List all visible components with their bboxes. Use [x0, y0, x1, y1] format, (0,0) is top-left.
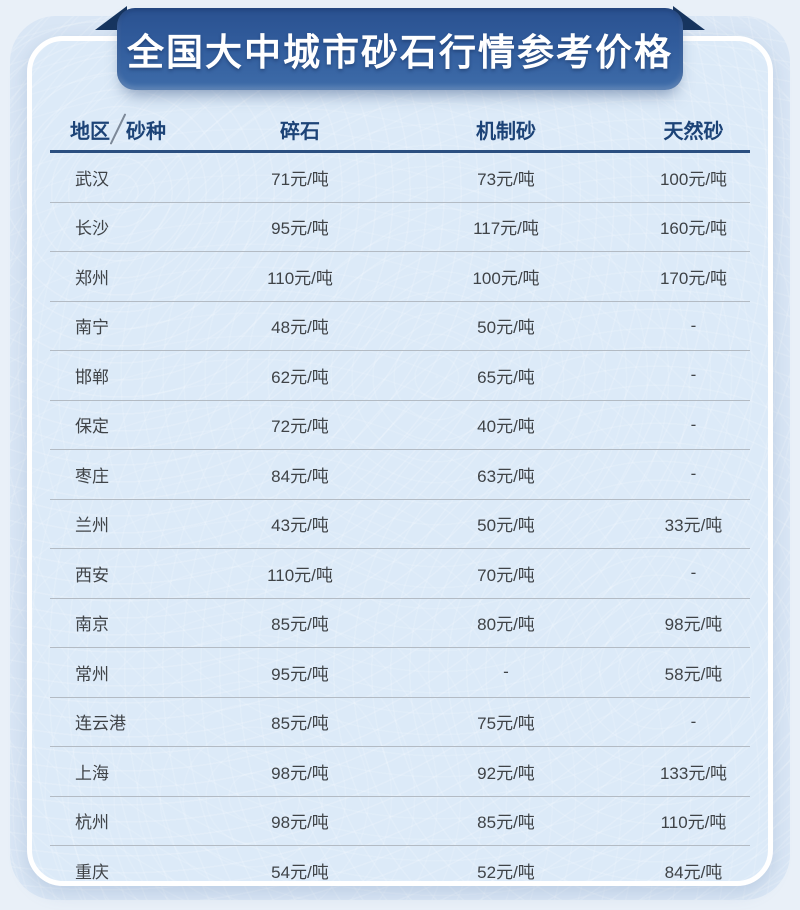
table-row: 西安 110元/吨 70元/吨 - — [50, 549, 750, 599]
crushed-stone-price-cell: 95元/吨 — [271, 219, 329, 239]
crushed-stone-price-cell: 110元/吨 — [267, 268, 333, 288]
natural-sand-price-cell: - — [690, 365, 697, 385]
machine-made-sand-price-cell: 73元/吨 — [477, 169, 535, 189]
table-row: 武汉 71元/吨 73元/吨 100元/吨 — [50, 153, 750, 203]
crushed-stone-price-cell: 54元/吨 — [271, 862, 329, 882]
machine-made-sand-price-cell: 117元/吨 — [473, 219, 539, 239]
diagonal-divider — [109, 113, 127, 145]
table-body: 武汉 71元/吨 73元/吨 100元/吨 长沙 95元/吨 117元/吨 16… — [50, 153, 750, 895]
machine-made-sand-price-cell: 100元/吨 — [472, 268, 540, 288]
natural-sand-price-cell: - — [690, 414, 697, 434]
machine-made-sand-price-cell: 50元/吨 — [477, 318, 535, 338]
table-row: 连云港 85元/吨 75元/吨 - — [50, 698, 750, 747]
crushed-stone-price-cell: 95元/吨 — [271, 664, 329, 684]
natural-sand-price-cell: 33元/吨 — [664, 516, 723, 536]
city-cell: 南宁 — [75, 318, 109, 338]
table-row: 邯郸 62元/吨 65元/吨 - — [50, 351, 750, 401]
header-rule — [50, 150, 750, 153]
machine-made-sand-price-cell: 75元/吨 — [477, 714, 535, 734]
city-cell: 重庆 — [75, 862, 109, 882]
city-cell: 郑州 — [75, 268, 109, 288]
crushed-stone-price-cell: 62元/吨 — [271, 367, 329, 387]
machine-made-sand-price-cell: - — [503, 662, 509, 682]
machine-made-sand-price-cell: 92元/吨 — [477, 763, 535, 783]
table-row: 常州 95元/吨 - 58元/吨 — [50, 648, 750, 698]
machine-made-sand-price-cell: 63元/吨 — [477, 466, 535, 486]
city-cell: 上海 — [75, 763, 109, 783]
natural-sand-price-cell: 84元/吨 — [664, 862, 723, 882]
crushed-stone-price-cell: 85元/吨 — [271, 714, 329, 734]
natural-sand-price-cell: 58元/吨 — [664, 664, 723, 684]
crushed-stone-price-cell: 84元/吨 — [271, 466, 329, 486]
column-header-natural-sand: 天然砂 — [663, 120, 724, 143]
machine-made-sand-price-cell: 70元/吨 — [477, 565, 535, 585]
sand-type-axis-label: 砂种 — [126, 120, 166, 143]
table-row: 长沙 95元/吨 117元/吨 160元/吨 — [50, 203, 750, 252]
table-row: 保定 72元/吨 40元/吨 - — [50, 401, 750, 450]
machine-made-sand-price-cell: 65元/吨 — [477, 367, 535, 387]
city-cell: 保定 — [75, 417, 109, 437]
city-cell: 常州 — [75, 664, 109, 684]
table-row: 兰州 43元/吨 50元/吨 33元/吨 — [50, 500, 750, 549]
region-axis-label: 地区 — [70, 120, 110, 143]
machine-made-sand-price-cell: 50元/吨 — [477, 516, 535, 536]
table-row: 郑州 110元/吨 100元/吨 170元/吨 — [50, 252, 750, 302]
natural-sand-price-cell: 160元/吨 — [659, 219, 728, 239]
city-cell: 长沙 — [75, 219, 109, 239]
table-row: 杭州 98元/吨 85元/吨 110元/吨 — [50, 797, 750, 846]
crushed-stone-price-cell: 98元/吨 — [271, 763, 329, 783]
table-row: 枣庄 84元/吨 63元/吨 - — [50, 450, 750, 500]
natural-sand-price-cell: 133元/吨 — [659, 763, 728, 783]
natural-sand-price-cell: 100元/吨 — [659, 169, 728, 189]
city-cell: 连云港 — [75, 714, 126, 734]
machine-made-sand-price-cell: 52元/吨 — [477, 862, 535, 882]
crushed-stone-price-cell: 85元/吨 — [271, 615, 329, 635]
page-title: 全国大中城市砂石行情参考价格 — [127, 32, 673, 73]
column-header-crushed-stone: 碎石 — [280, 120, 320, 143]
table-row: 重庆 54元/吨 52元/吨 84元/吨 — [50, 846, 750, 895]
table-header-row: 地区 砂种 碎石 机制砂 天然砂 — [50, 108, 750, 150]
column-header-machine-made-sand: 机制砂 — [476, 120, 536, 143]
natural-sand-price-cell: - — [690, 711, 697, 731]
crushed-stone-price-cell: 72元/吨 — [271, 417, 329, 437]
crushed-stone-price-cell: 110元/吨 — [267, 565, 333, 585]
natural-sand-price-cell: - — [690, 315, 697, 335]
crushed-stone-price-cell: 98元/吨 — [271, 813, 329, 833]
city-cell: 西安 — [75, 565, 109, 585]
title-banner: 全国大中城市砂石行情参考价格 — [117, 8, 683, 90]
machine-made-sand-price-cell: 40元/吨 — [477, 417, 535, 437]
natural-sand-price-cell: 170元/吨 — [659, 268, 728, 288]
crushed-stone-price-cell: 43元/吨 — [271, 516, 329, 536]
city-cell: 枣庄 — [75, 466, 109, 486]
natural-sand-price-cell: - — [690, 464, 697, 484]
machine-made-sand-price-cell: 80元/吨 — [477, 615, 535, 635]
price-card — [27, 36, 773, 886]
crushed-stone-price-cell: 48元/吨 — [271, 318, 329, 338]
table-row: 南宁 48元/吨 50元/吨 - — [50, 302, 750, 351]
table-row: 上海 98元/吨 92元/吨 133元/吨 — [50, 747, 750, 797]
crushed-stone-price-cell: 71元/吨 — [271, 169, 329, 189]
table-row: 南京 85元/吨 80元/吨 98元/吨 — [50, 599, 750, 648]
city-cell: 兰州 — [75, 516, 109, 536]
natural-sand-price-cell: 110元/吨 — [660, 813, 727, 833]
corner-header-cell: 地区 砂种 — [50, 112, 225, 146]
city-cell: 杭州 — [75, 813, 109, 833]
natural-sand-price-cell: 98元/吨 — [664, 615, 723, 635]
city-cell: 邯郸 — [75, 367, 109, 387]
natural-sand-price-cell: - — [690, 563, 697, 583]
machine-made-sand-price-cell: 85元/吨 — [477, 813, 535, 833]
price-table: 地区 砂种 碎石 机制砂 天然砂 武汉 71元/吨 73元/吨 100元/吨 长… — [50, 108, 750, 895]
city-cell: 南京 — [75, 615, 109, 635]
city-cell: 武汉 — [75, 169, 109, 189]
